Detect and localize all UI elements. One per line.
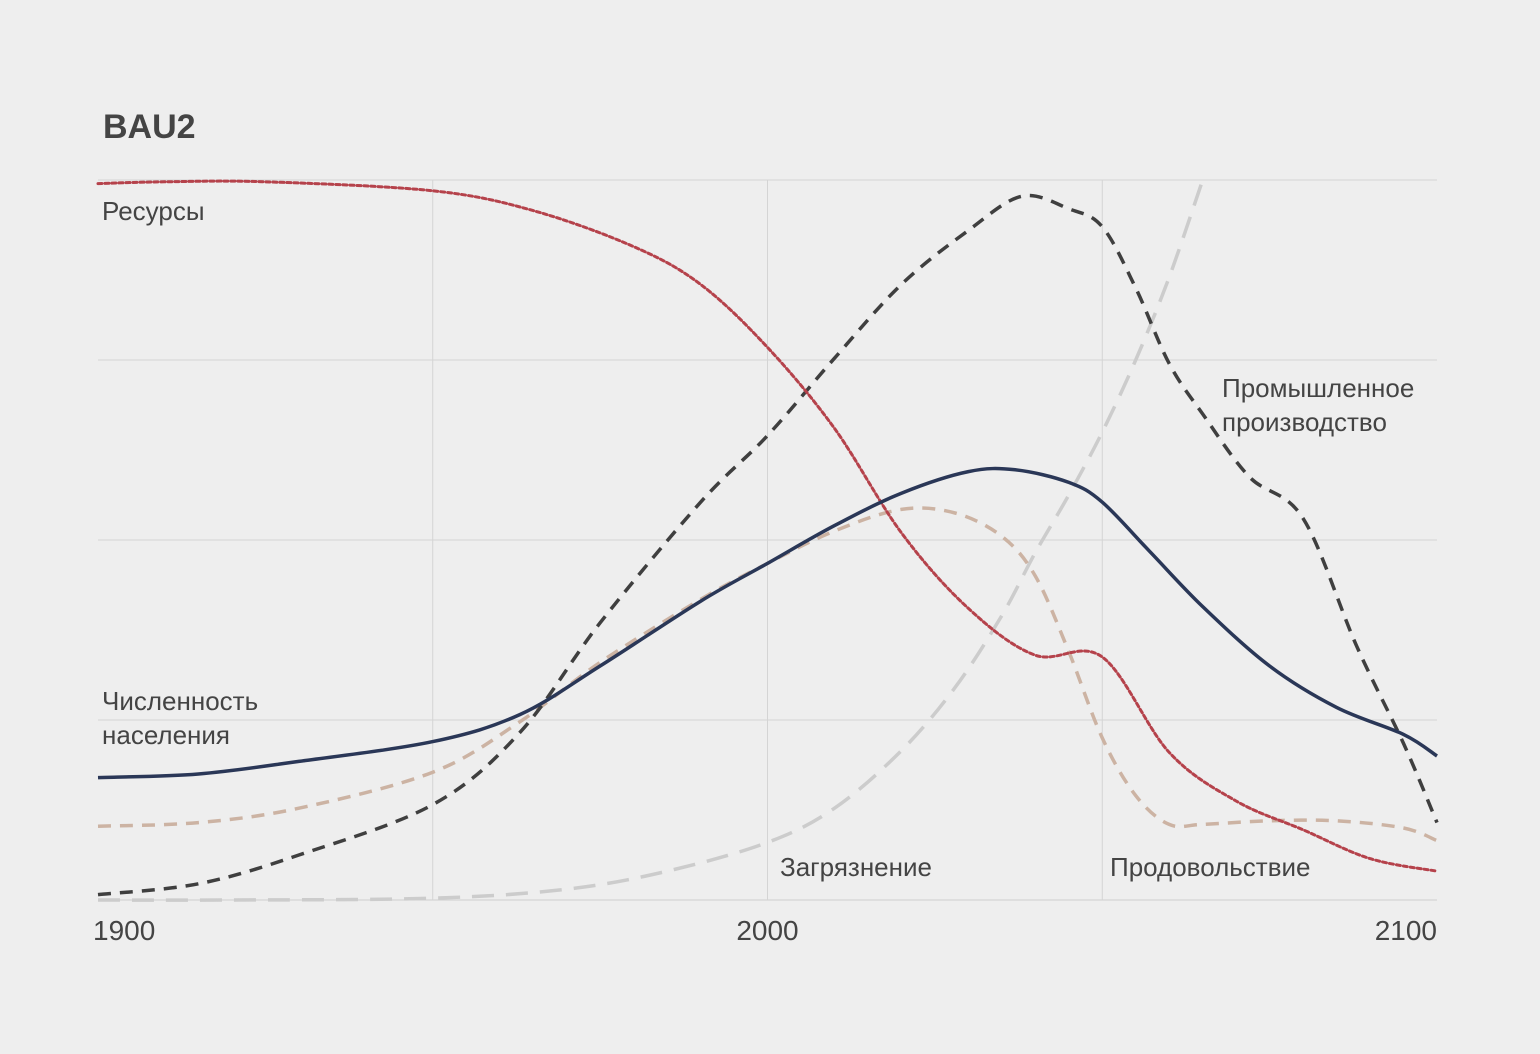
x-axis-ticks: 1900 2000 2100 [93, 915, 1437, 946]
x-tick-label: 2000 [736, 915, 798, 946]
series-label-food: Продовольствие [1110, 852, 1311, 882]
series-label-population: Численность населения [102, 686, 258, 750]
x-tick-label: 1900 [93, 915, 155, 946]
chart-title: BAU2 [103, 108, 196, 146]
series-line-industrial-output [97, 193, 1439, 897]
series-labels: Ресурсы Численность населения Промышленное п… [102, 196, 1414, 882]
x-tick-label: 2100 [1375, 915, 1437, 946]
series-lines [96, 179, 1439, 902]
series-line-population [97, 466, 1438, 780]
series-line-food [97, 506, 1438, 843]
series-label-pollution: Загрязнение [780, 852, 932, 882]
series-label-industrial-output: Промышленное производство [1222, 373, 1414, 437]
grid [98, 179, 1437, 901]
series-line-resources [96, 179, 1439, 873]
series-label-resources: Ресурсы [102, 196, 205, 226]
